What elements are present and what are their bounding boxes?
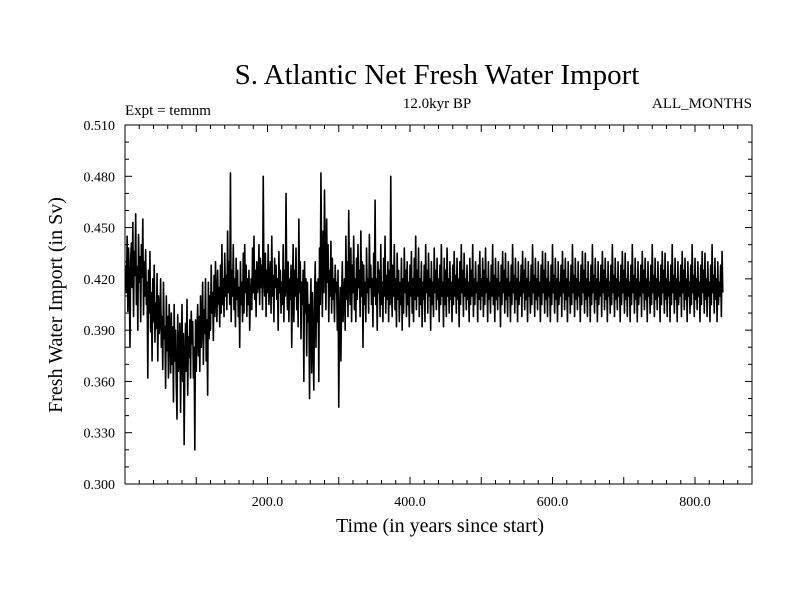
y-tick-label: 0.360 bbox=[84, 375, 116, 390]
chart-subtitle-left: Expt = temnm bbox=[125, 103, 211, 119]
x-tick-label: 400.0 bbox=[394, 495, 426, 510]
y-tick-label: 0.450 bbox=[84, 222, 116, 237]
y-axis-label: Fresh Water Import (in Sv) bbox=[45, 197, 67, 413]
x-tick-label: 800.0 bbox=[679, 495, 711, 510]
y-tick-label: 0.390 bbox=[84, 324, 116, 339]
x-tick-label: 600.0 bbox=[537, 495, 569, 510]
series-line bbox=[124, 172, 724, 451]
chart-subtitle-center: 12.0kyr BP bbox=[403, 96, 471, 112]
chart-subtitle-right: ALL_MONTHS bbox=[652, 96, 752, 112]
ticks-layer bbox=[125, 124, 752, 485]
y-tick-label: 0.480 bbox=[84, 170, 116, 185]
x-tick-label: 200.0 bbox=[252, 495, 284, 510]
series-layer bbox=[124, 172, 724, 451]
y-tick-label: 0.330 bbox=[84, 427, 116, 442]
y-tick-label: 0.420 bbox=[84, 273, 116, 288]
y-tick-label: 0.300 bbox=[84, 478, 116, 493]
tick-labels-layer: 200.0 400.0 600.0 800.0 0.300 0.330 0.360 0.390… bbox=[84, 119, 711, 510]
x-axis-label: Time (in years since start) bbox=[336, 515, 544, 537]
plot-frame bbox=[124, 124, 753, 485]
y-tick-label: 0.510 bbox=[84, 119, 116, 134]
chart-title: S. Atlantic Net Fresh Water Import bbox=[235, 59, 640, 91]
